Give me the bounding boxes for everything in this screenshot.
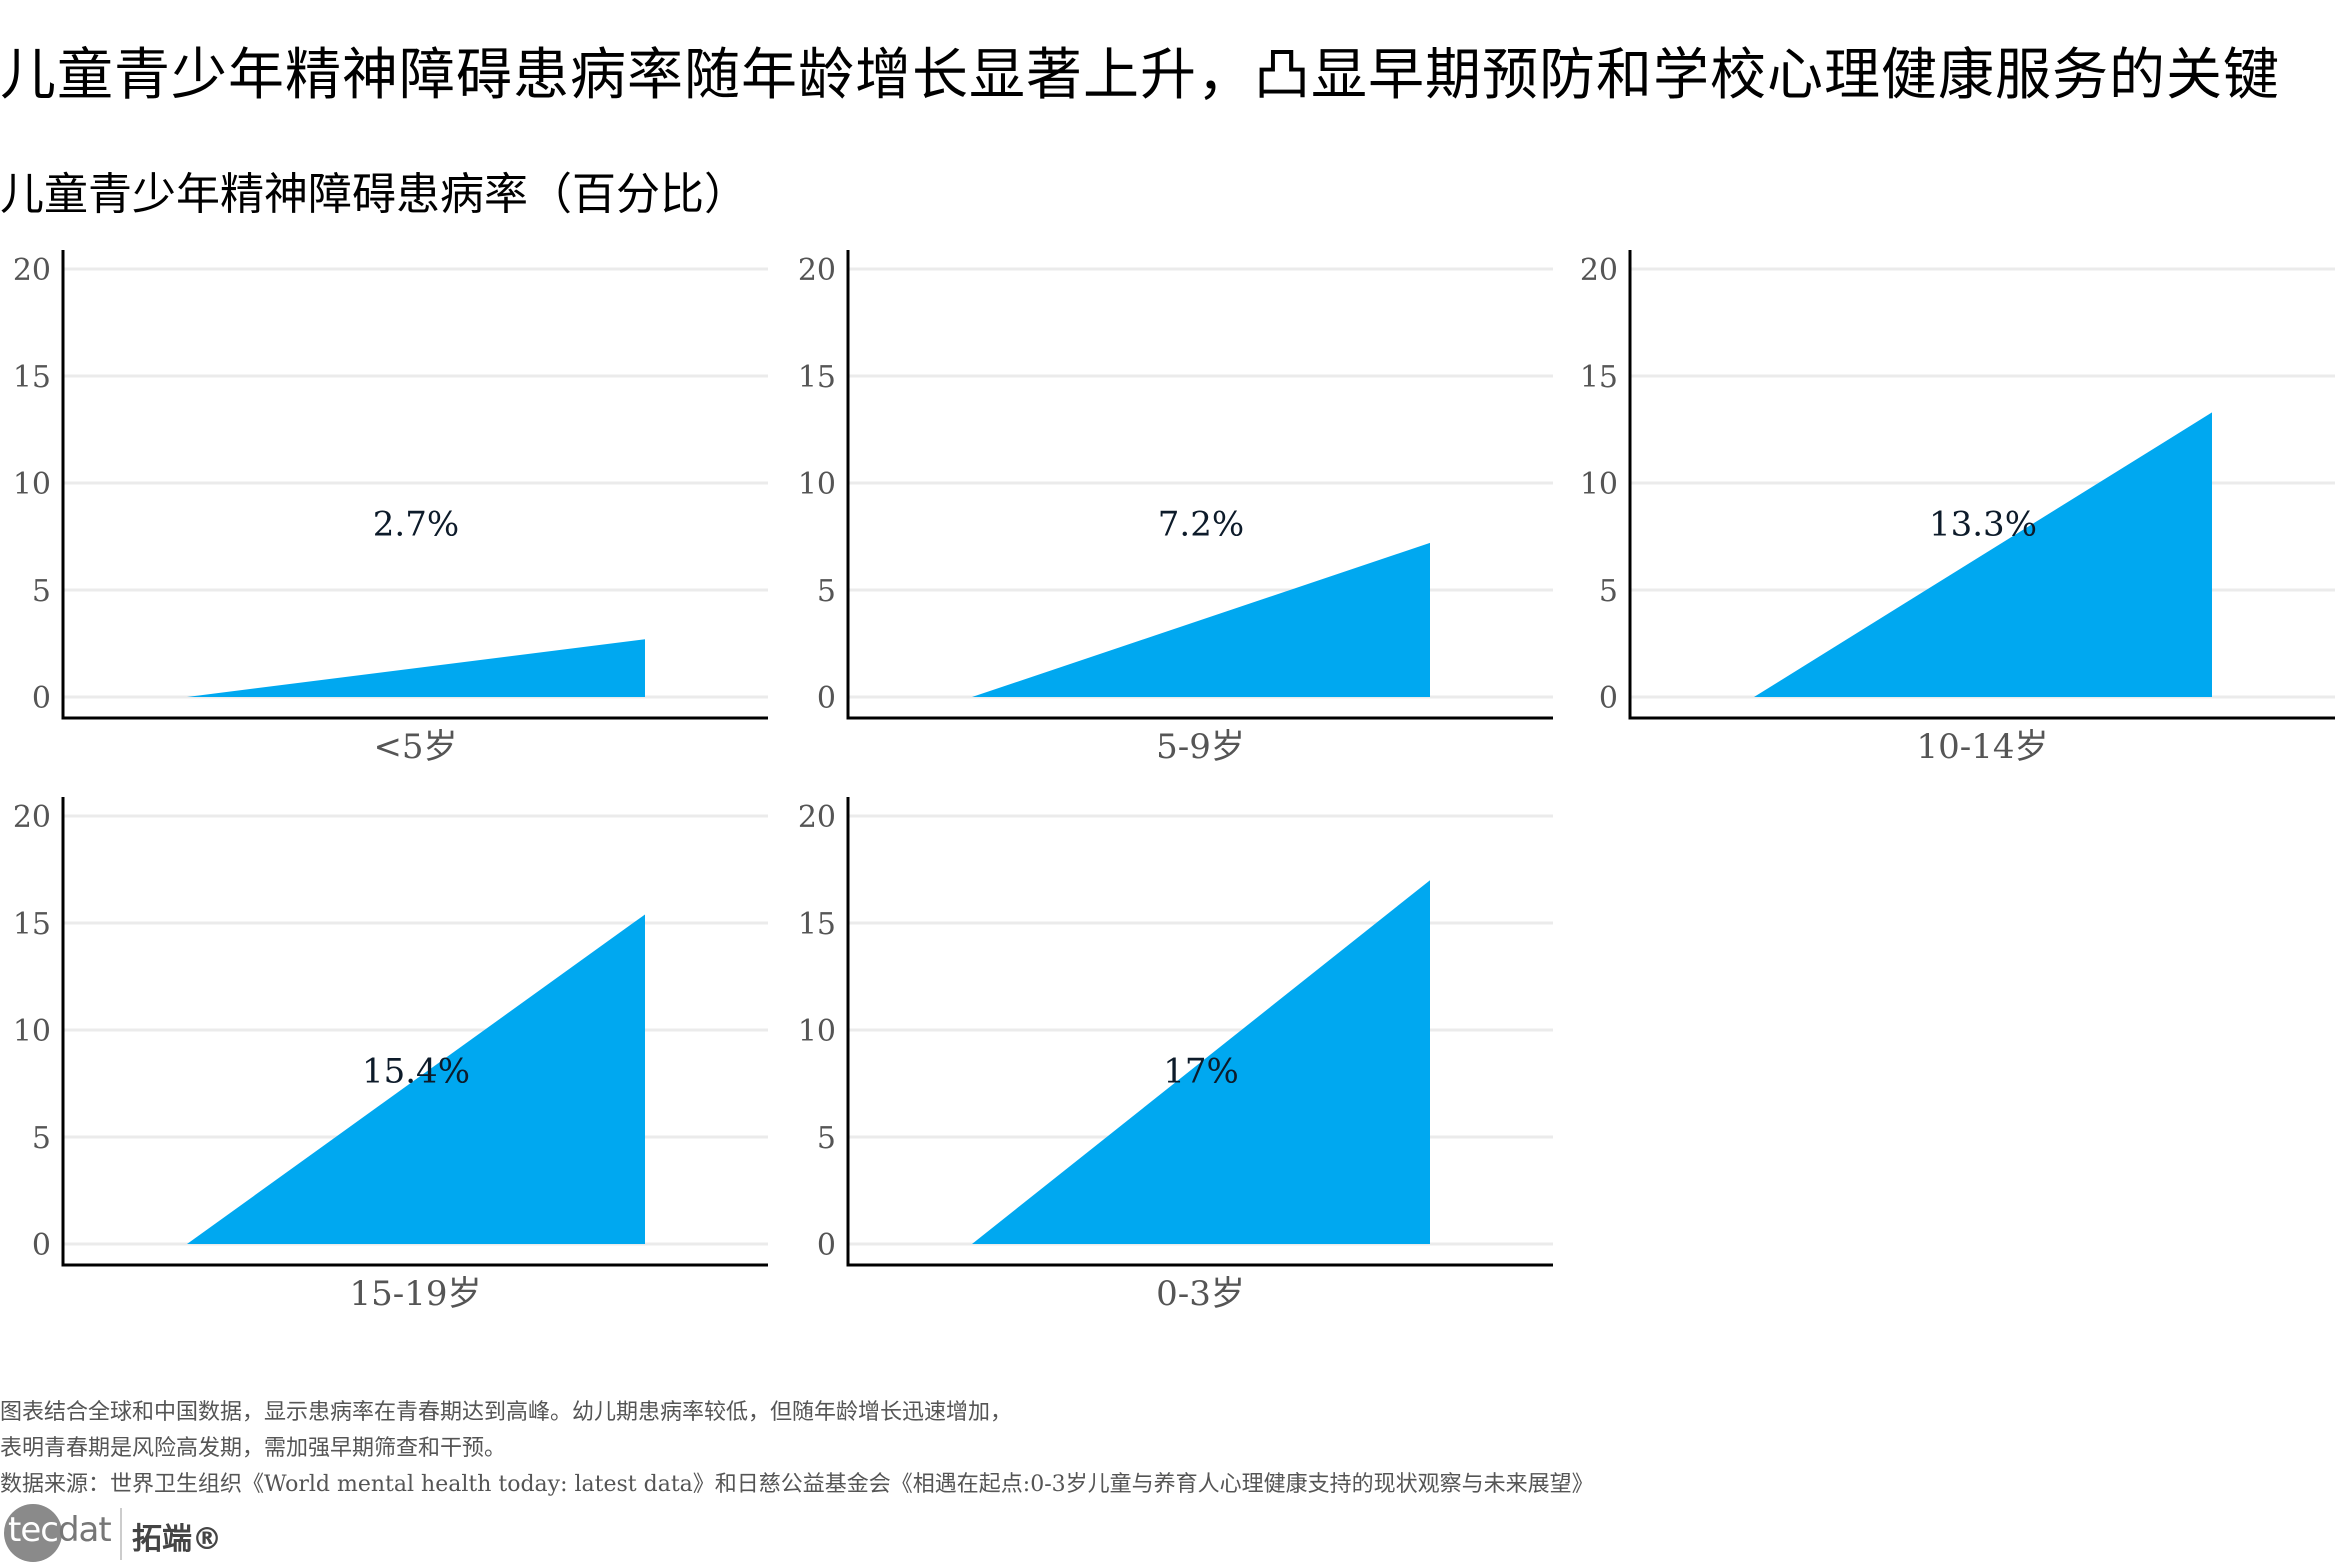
y-tick-label: 5	[32, 574, 51, 609]
y-tick-label: 5	[32, 1121, 51, 1156]
facet-panel-0-3: 0 5 10 15 20 17% 0-3岁	[785, 787, 1570, 1327]
facet-plot: 0 5 10 15 20 15.4% 15-19岁	[13, 797, 768, 1314]
footer-source: 数据来源：世界卫生组织《World mental health today: l…	[0, 1472, 1594, 1497]
logo-brand-en: tecdat	[8, 1510, 112, 1550]
y-tick-label: 5	[817, 574, 836, 609]
y-tick-label: 0	[817, 1228, 836, 1263]
facet-plot: 0 5 10 15 20 17% 0-3岁	[798, 797, 1553, 1314]
y-tick-label: 5	[817, 1121, 836, 1156]
y-tick-label: 20	[13, 253, 51, 288]
facet-plot: 0 5 10 15 20 13.3% 10-14岁	[1580, 250, 2335, 767]
y-tick-label: 10	[798, 1014, 836, 1049]
y-tick-label: 10	[798, 467, 836, 502]
value-label: 13.3%	[1929, 505, 2037, 545]
facet-category-label: 10-14岁	[1916, 727, 2048, 767]
y-tick-label: 20	[798, 253, 836, 288]
logo-circle-icon	[4, 1504, 62, 1562]
y-tick-label: 20	[13, 800, 51, 835]
tecdat-logo: tecdat 拓端®	[4, 1502, 222, 1564]
facet-category-label: 15-19岁	[349, 1274, 481, 1314]
y-tick-label: 15	[798, 907, 836, 942]
facet-category-label: <5岁	[373, 727, 457, 767]
footer-notes: 图表结合全球和中国数据，显示患病率在青春期达到高峰。幼儿期患病率较低，但随年龄增…	[0, 1395, 1594, 1503]
y-tick-label: 0	[32, 1228, 51, 1263]
facet-panel-10-14: 0 5 10 15 20 13.3% 10-14岁	[1567, 240, 2350, 780]
area-triangle	[187, 639, 645, 697]
value-label: 17%	[1163, 1052, 1239, 1092]
value-label: 7.2%	[1158, 505, 1244, 545]
y-tick-label: 20	[798, 800, 836, 835]
facet-plot: 0 5 10 15 20 7.2% 5-9岁	[798, 250, 1553, 767]
y-tick-label: 15	[13, 360, 51, 395]
facet-panel-lt5: 0 5 10 15 20 2.7% <5岁	[0, 240, 785, 780]
facet-category-label: 0-3岁	[1156, 1274, 1245, 1314]
y-tick-label: 15	[1580, 360, 1618, 395]
logo-brand-cn: 拓端®	[132, 1522, 222, 1557]
facet-plot: 0 5 10 15 20 2.7% <5岁	[13, 250, 768, 767]
facet-panel-15-19: 0 5 10 15 20 15.4% 15-19岁	[0, 787, 785, 1327]
area-triangle	[1754, 412, 2212, 697]
y-tick-label: 0	[817, 681, 836, 716]
y-tick-label: 0	[32, 681, 51, 716]
value-label: 2.7%	[373, 505, 459, 545]
y-tick-label: 5	[1599, 574, 1618, 609]
y-tick-label: 10	[13, 1014, 51, 1049]
facet-category-label: 5-9岁	[1156, 727, 1245, 767]
y-tick-label: 10	[13, 467, 51, 502]
footer-note-line1: 图表结合全球和中国数据，显示患病率在青春期达到高峰。幼儿期患病率较低，但随年龄增…	[0, 1400, 1013, 1425]
chart-subtitle: 儿童青少年精神障碍患病率（百分比）	[0, 169, 748, 220]
y-tick-label: 15	[13, 907, 51, 942]
facet-panel-5-9: 0 5 10 15 20 7.2% 5-9岁	[785, 240, 1570, 780]
y-tick-label: 20	[1580, 253, 1618, 288]
footer-note-line2: 表明青春期是风险高发期，需加强早期筛查和干预。	[0, 1436, 507, 1461]
y-tick-label: 0	[1599, 681, 1618, 716]
area-triangle	[972, 542, 1430, 697]
y-tick-label: 15	[798, 360, 836, 395]
logo-divider	[120, 1508, 122, 1560]
chart-title: 儿童青少年精神障碍患病率随年龄增长显著上升，凸显早期预防和学校心理健康服务的关键	[0, 43, 2280, 108]
value-label: 15.4%	[362, 1052, 470, 1092]
y-tick-label: 10	[1580, 467, 1618, 502]
